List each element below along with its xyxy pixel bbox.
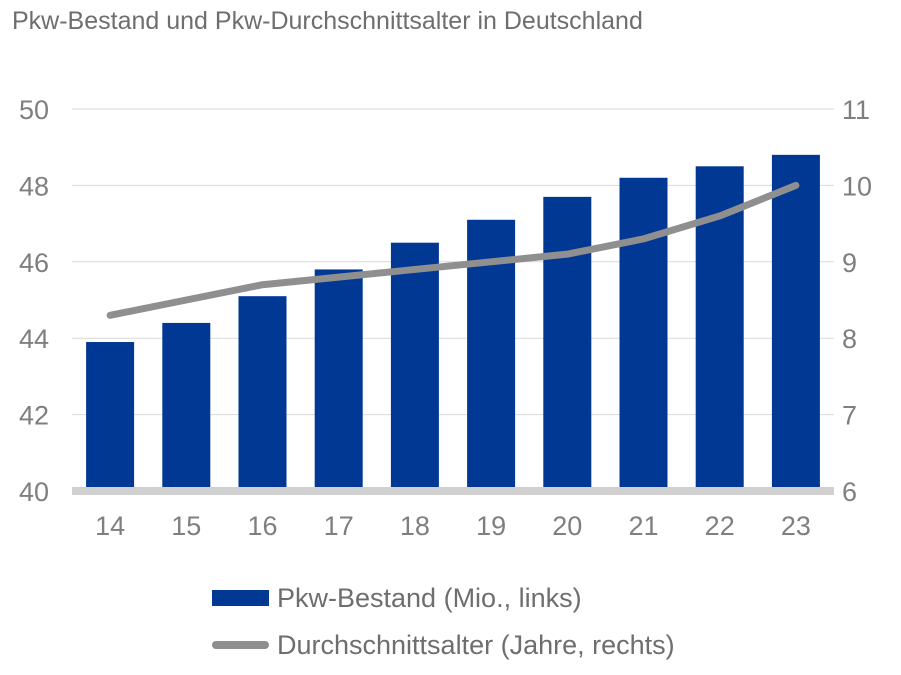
x-tick-label: 14: [95, 511, 125, 541]
y-right-tick-label: 8: [842, 324, 857, 354]
chart-title: Pkw-Bestand und Pkw-Durchschnittsalter i…: [12, 7, 643, 35]
x-tick-label: 23: [781, 511, 811, 541]
legend-label-bestand: Pkw-Bestand (Mio., links): [277, 582, 582, 613]
legend-item-alter: Durchschnittsalter (Jahre, rechts): [212, 628, 675, 662]
y-right-tick-label: 7: [842, 401, 857, 431]
y-right-tick-label: 11: [842, 95, 870, 125]
bar: [619, 177, 668, 491]
bar: [86, 342, 135, 491]
x-tick-label: 15: [171, 511, 201, 541]
y-left-tick-label: 42: [19, 401, 49, 431]
x-tick-label: 16: [247, 511, 277, 541]
y-right-tick-label: 10: [842, 171, 872, 201]
line-series: [106, 181, 800, 319]
y-right-tick-label: 6: [842, 477, 857, 507]
x-tick-label: 17: [324, 511, 354, 541]
legend-item-bestand: Pkw-Bestand (Mio., links): [212, 581, 582, 615]
legend-swatch-alter: [212, 641, 269, 649]
x-tick-label: 18: [400, 511, 430, 541]
y-left-tick-label: 40: [19, 477, 49, 507]
legend-label-alter: Durchschnittsalter (Jahre, rechts): [277, 629, 675, 660]
bar: [390, 242, 439, 491]
chart-area: 40 42 44 46 48 50 6 7 8 9 10 11 14 15 16 17 18 19 20 21 22 23: [19, 95, 872, 541]
y-right-tick-label: 9: [842, 248, 857, 278]
bar: [543, 196, 592, 492]
y-left-tick-label: 50: [19, 95, 49, 125]
y-left-tick-label: 44: [19, 324, 49, 354]
bar: [314, 269, 363, 491]
x-tick-label: 20: [552, 511, 582, 541]
x-tick-label: 19: [476, 511, 506, 541]
bar: [162, 322, 211, 491]
x-tick-label: 22: [705, 511, 735, 541]
y-left-tick-label: 46: [19, 248, 49, 278]
y-left-tick-label: 48: [19, 171, 49, 201]
x-tick-label: 21: [628, 511, 658, 541]
legend-swatch-bestand: [212, 590, 269, 606]
bar: [238, 296, 287, 491]
bar: [771, 154, 820, 491]
